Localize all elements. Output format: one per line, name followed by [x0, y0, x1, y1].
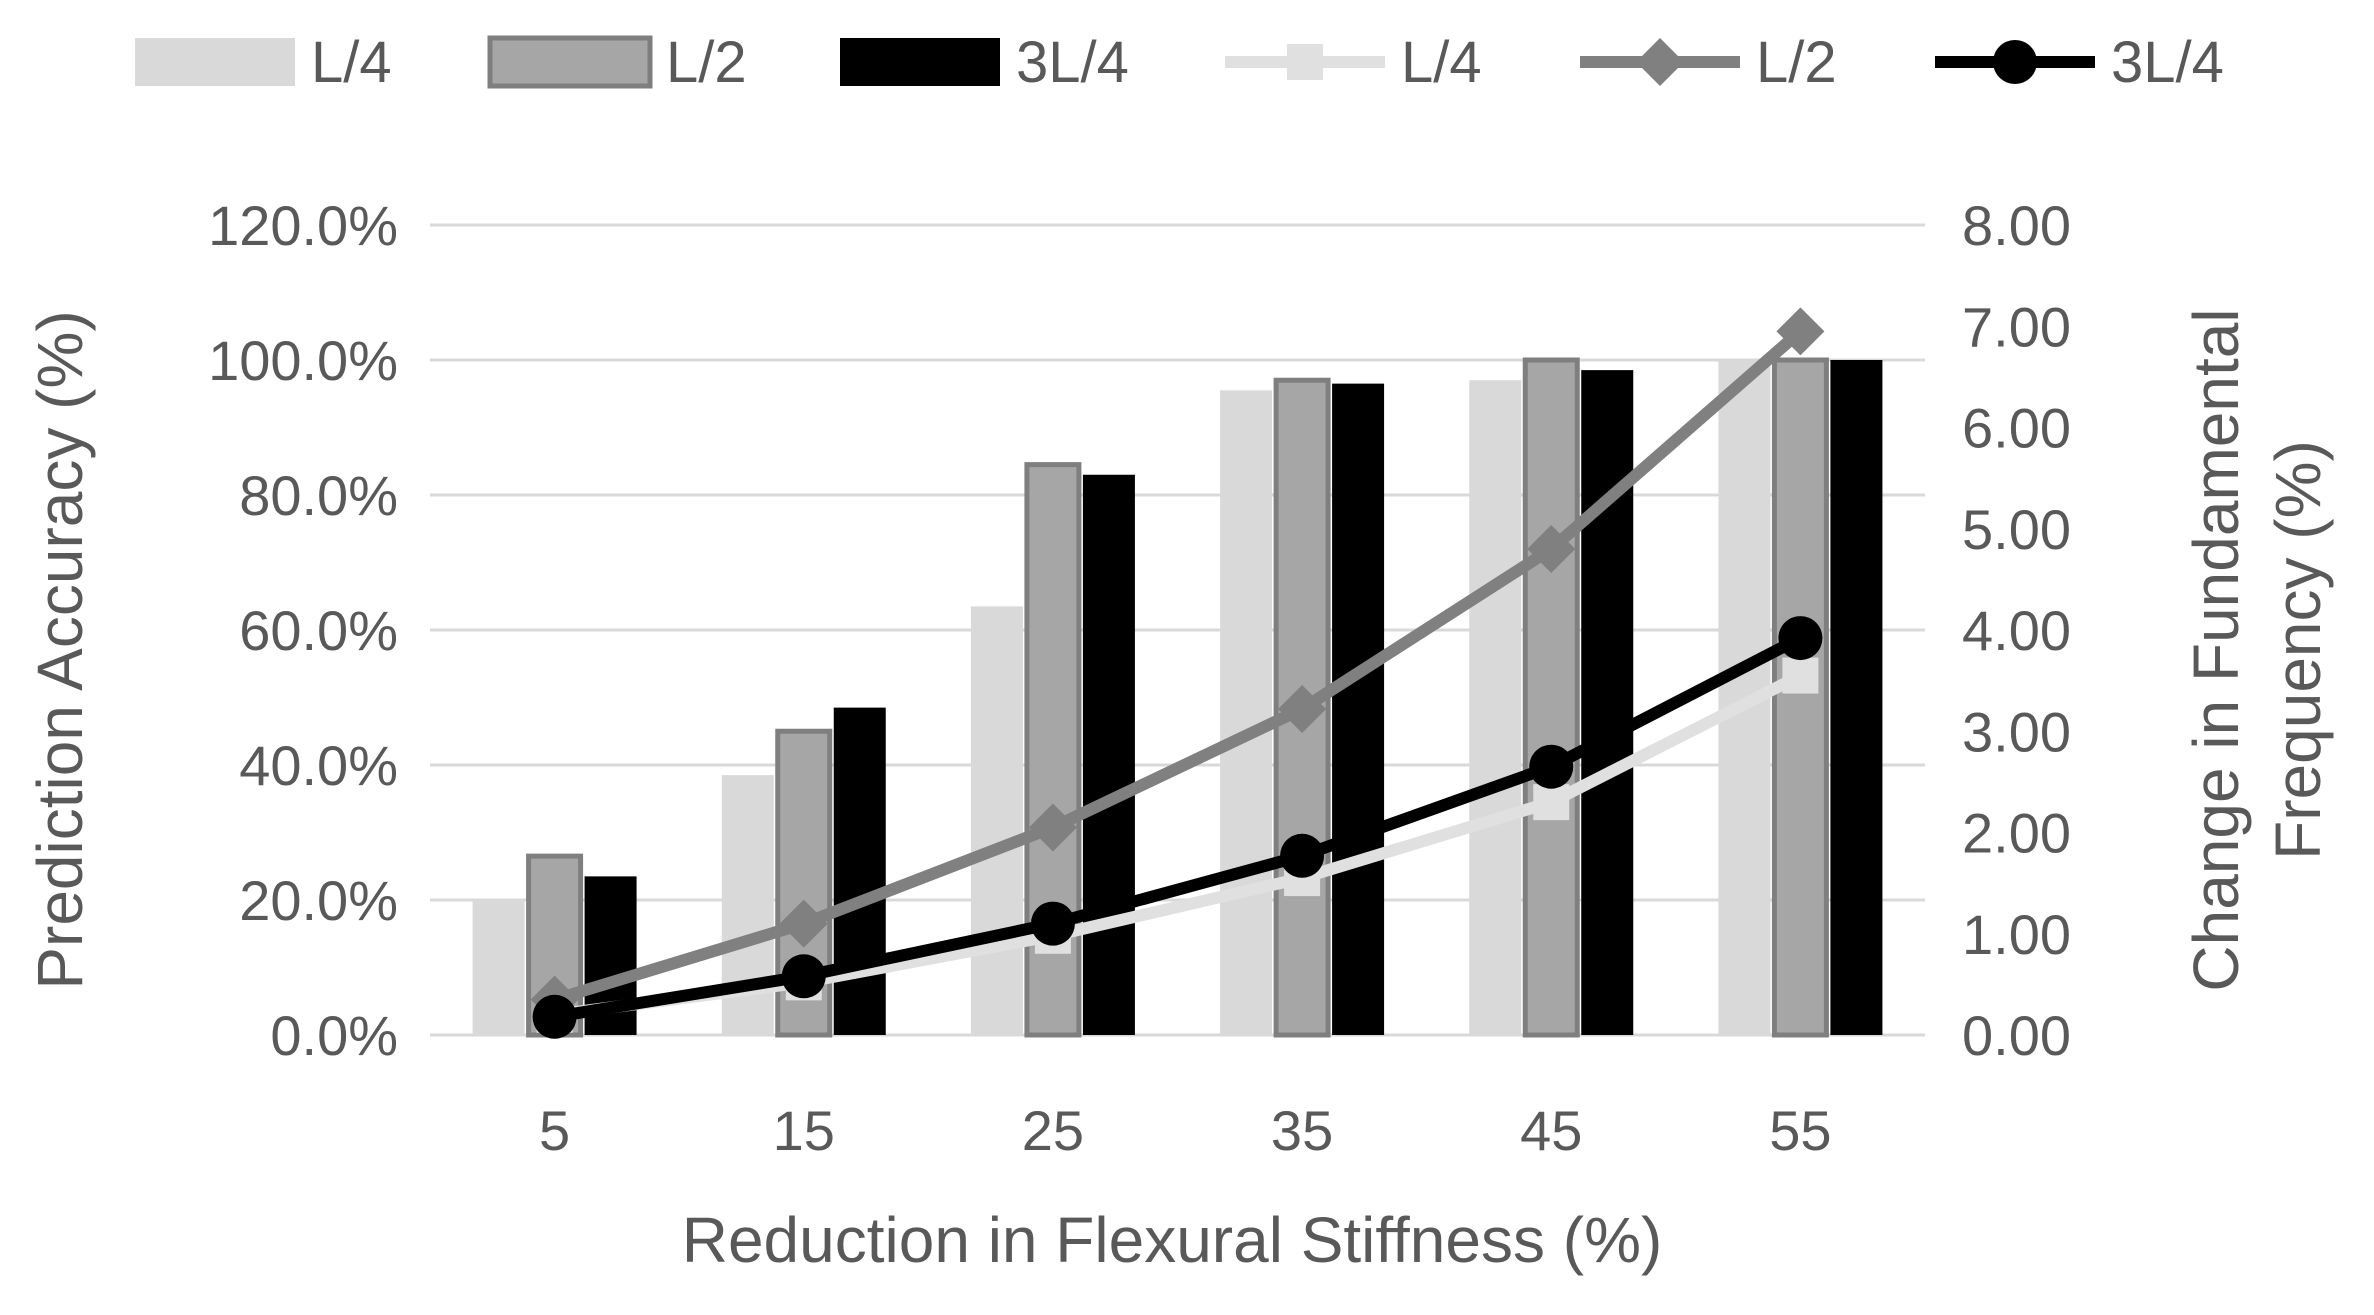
line-3l-4 [553, 632, 1804, 1023]
marker-3l-4 [1529, 744, 1574, 789]
x-tick-label: 35 [1271, 1099, 1333, 1162]
left-tick-label: 20.0% [239, 869, 398, 932]
marker-3l-4 [781, 954, 826, 999]
marker-3l-4 [1030, 901, 1075, 946]
bar-3l-4 [833, 707, 886, 1035]
marker-3l-4 [532, 994, 577, 1039]
bar-3l-4 [1830, 360, 1883, 1035]
bar-3l-4 [1581, 370, 1634, 1035]
bar-3l-4 [1332, 383, 1385, 1035]
x-tick-label: 25 [1022, 1099, 1084, 1162]
bar-3l-4 [1082, 474, 1135, 1035]
bar-l-4 [970, 606, 1023, 1035]
marker-l-4 [1533, 784, 1570, 821]
right-tick-label: 7.00 [1962, 295, 2071, 358]
legend: L/4 L/2 3L/4 L/4 L/2 3L/4 [135, 30, 2224, 95]
right-axis-ticks: 0.00 1.00 2.00 3.00 4.00 5.00 6.00 7.00 8.00 [1962, 194, 2071, 1067]
right-tick-label: 8.00 [1962, 194, 2071, 257]
marker-3l-4 [1280, 833, 1325, 878]
bar-l-2 [1771, 357, 1829, 1038]
left-axis-title: Prediction Accuracy (%) [24, 310, 96, 989]
left-tick-label: 40.0% [239, 734, 398, 797]
right-tick-label: 3.00 [1962, 700, 2071, 763]
gridlines [430, 223, 1925, 1037]
legend-label: L/2 [666, 30, 747, 95]
right-axis-title-line1: Change in Fundamental [2180, 308, 2252, 991]
marker-l-4 [1782, 657, 1819, 694]
legend-marker [1636, 38, 1684, 86]
marker-l-2 [1776, 307, 1825, 356]
legend-label: 3L/4 [2111, 30, 2224, 95]
x-tick-label: 15 [773, 1099, 835, 1162]
marker-l-2 [1028, 803, 1077, 852]
left-tick-label: 0.0% [270, 1004, 398, 1067]
x-axis-title: Reduction in Flexural Stiffness (%) [682, 1204, 1663, 1276]
x-axis-ticks: 5 15 25 35 45 55 [539, 1099, 1832, 1162]
marker-3l-4 [1778, 616, 1823, 661]
right-tick-label: 2.00 [1962, 802, 2071, 865]
legend-label: 3L/4 [1016, 30, 1129, 95]
line-l-2 [552, 326, 1805, 1006]
right-tick-label: 0.00 [1962, 1004, 2071, 1067]
x-tick-label: 5 [539, 1099, 570, 1162]
legend-swatch-bar [487, 35, 653, 89]
line-series [530, 307, 1825, 1039]
left-tick-label: 120.0% [208, 194, 398, 257]
right-tick-label: 6.00 [1962, 397, 2071, 460]
marker-l-2 [1527, 525, 1576, 573]
bar-l-2 [1522, 357, 1580, 1038]
left-tick-label: 60.0% [239, 599, 398, 662]
left-tick-label: 80.0% [239, 464, 398, 527]
right-tick-label: 4.00 [1962, 599, 2071, 662]
legend-marker [1993, 40, 2037, 84]
legend-swatch-bar [840, 38, 1000, 86]
legend-label: L/2 [1756, 30, 1837, 95]
left-axis-ticks: 0.0% 20.0% 40.0% 60.0% 80.0% 100.0% 120.0% [208, 194, 398, 1067]
right-axis-title-line2: Frequency (%) [2262, 440, 2334, 860]
legend-swatch-bar [135, 38, 295, 86]
x-tick-label: 45 [1520, 1099, 1582, 1162]
right-tick-label: 5.00 [1962, 498, 2071, 561]
bar-l-4 [1220, 390, 1273, 1035]
marker-l-2 [1278, 684, 1327, 733]
left-tick-label: 100.0% [208, 329, 398, 392]
x-tick-label: 55 [1769, 1099, 1831, 1162]
bar-l-4 [1469, 380, 1522, 1035]
right-tick-label: 1.00 [1962, 903, 2071, 966]
legend-label: L/4 [1401, 30, 1482, 95]
marker-l-2 [779, 899, 828, 948]
legend-label: L/4 [311, 30, 392, 95]
bar-l-4 [472, 900, 525, 1035]
legend-marker [1287, 44, 1323, 80]
bar-series [472, 357, 1883, 1038]
